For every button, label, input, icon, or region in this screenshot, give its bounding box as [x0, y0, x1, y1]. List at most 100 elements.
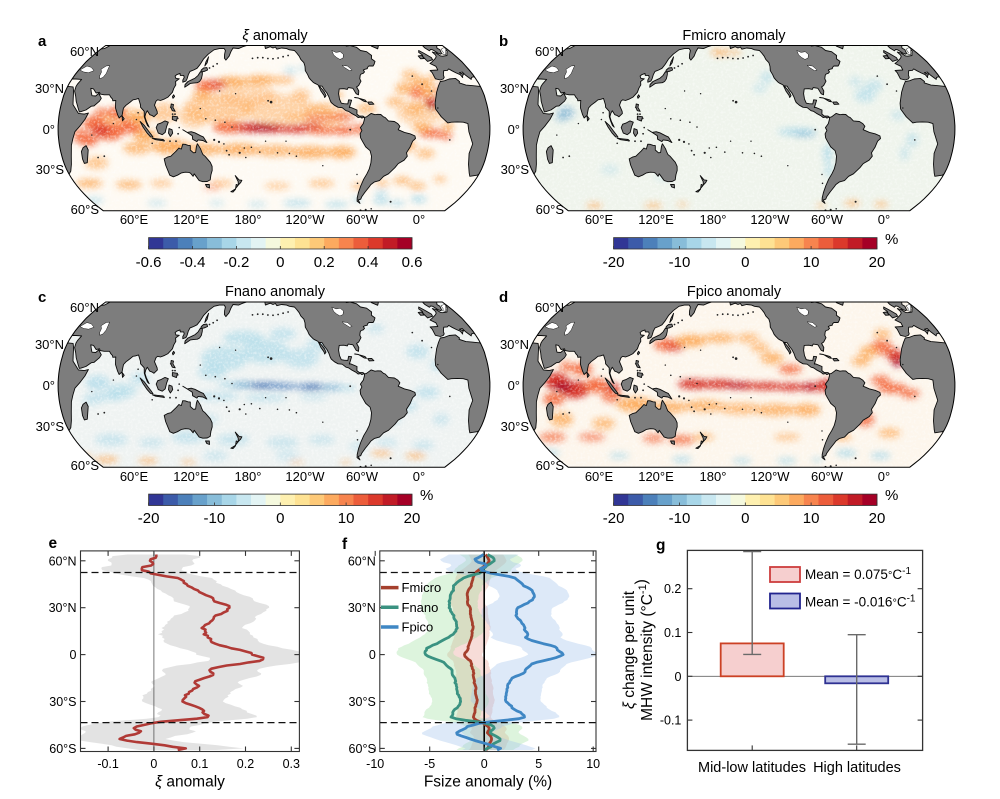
- svg-text:Fmicro: Fmicro: [402, 580, 442, 595]
- svg-text:-10: -10: [669, 510, 691, 527]
- svg-text:60°E: 60°E: [120, 469, 149, 484]
- svg-text:30°S: 30°S: [349, 695, 376, 709]
- svg-text:-5: -5: [424, 757, 435, 771]
- svg-text:30°N: 30°N: [500, 337, 529, 352]
- svg-text:180°: 180°: [700, 469, 727, 484]
- svg-text:Fnano: Fnano: [402, 600, 439, 615]
- svg-text:Fpico anomaly: Fpico anomaly: [687, 284, 782, 300]
- svg-text:b: b: [499, 33, 508, 50]
- svg-text:ξ anomaly: ξ anomaly: [155, 774, 225, 791]
- svg-text:60°S: 60°S: [536, 202, 565, 217]
- svg-text:a: a: [38, 33, 47, 50]
- svg-text:30°S: 30°S: [49, 695, 76, 709]
- svg-text:0.1: 0.1: [664, 626, 681, 640]
- svg-text:120°E: 120°E: [173, 469, 209, 484]
- svg-text:0.2: 0.2: [664, 582, 681, 596]
- svg-text:0: 0: [741, 510, 749, 527]
- svg-text:60°W: 60°W: [346, 212, 379, 227]
- svg-text:Fnano anomaly: Fnano anomaly: [225, 284, 326, 300]
- svg-text:f: f: [342, 536, 348, 553]
- svg-text:-0.2: -0.2: [223, 254, 249, 271]
- svg-text:10: 10: [338, 510, 355, 527]
- svg-text:120°W: 120°W: [285, 212, 325, 227]
- svg-text:0°: 0°: [878, 212, 890, 227]
- svg-text:%: %: [885, 487, 898, 504]
- svg-text:High latitudes: High latitudes: [813, 760, 901, 776]
- svg-text:-0.1: -0.1: [660, 714, 682, 728]
- svg-text:0°: 0°: [413, 212, 425, 227]
- svg-text:0: 0: [741, 254, 749, 271]
- svg-text:60°S: 60°S: [49, 742, 76, 756]
- svg-text:60°E: 60°E: [585, 212, 614, 227]
- svg-text:60°N: 60°N: [70, 44, 99, 59]
- svg-text:120°W: 120°W: [750, 212, 790, 227]
- svg-text:-20: -20: [603, 254, 625, 271]
- svg-text:60°S: 60°S: [71, 458, 100, 473]
- svg-text:20: 20: [404, 510, 421, 527]
- svg-text:0: 0: [276, 510, 284, 527]
- svg-text:60°N: 60°N: [70, 300, 99, 315]
- svg-text:c: c: [38, 289, 46, 306]
- svg-text:60°N: 60°N: [49, 554, 77, 568]
- svg-text:0: 0: [369, 648, 376, 662]
- svg-text:Mean = 0.075°C-1: Mean = 0.075°C-1: [805, 566, 911, 582]
- svg-text:120°W: 120°W: [750, 469, 790, 484]
- svg-text:60°S: 60°S: [349, 742, 376, 756]
- svg-text:0: 0: [674, 670, 681, 684]
- svg-text:ξ anomaly: ξ anomaly: [242, 28, 308, 44]
- svg-text:0°: 0°: [413, 469, 425, 484]
- svg-text:-0.1: -0.1: [97, 757, 119, 771]
- svg-text:Fpico: Fpico: [402, 620, 434, 635]
- svg-text:20: 20: [869, 510, 886, 527]
- svg-text:180°: 180°: [700, 212, 727, 227]
- svg-text:e: e: [49, 535, 58, 552]
- svg-text:30°S: 30°S: [501, 419, 530, 434]
- svg-text:180°: 180°: [235, 469, 262, 484]
- svg-text:-0.4: -0.4: [180, 254, 206, 271]
- svg-text:0: 0: [70, 648, 77, 662]
- svg-text:60°W: 60°W: [811, 212, 844, 227]
- svg-text:g: g: [656, 537, 665, 554]
- svg-text:0: 0: [481, 757, 488, 771]
- svg-text:d: d: [499, 289, 508, 306]
- svg-text:0.2: 0.2: [314, 254, 335, 271]
- svg-text:10: 10: [586, 757, 600, 771]
- svg-text:30°S: 30°S: [36, 162, 65, 177]
- svg-text:120°E: 120°E: [638, 212, 674, 227]
- svg-text:MHW intensity (°C-1): MHW intensity (°C-1): [633, 579, 656, 721]
- svg-text:30°N: 30°N: [35, 337, 64, 352]
- svg-text:0°: 0°: [43, 122, 55, 137]
- svg-text:30°S: 30°S: [501, 162, 530, 177]
- svg-text:60°N: 60°N: [535, 44, 564, 59]
- svg-text:60°S: 60°S: [536, 458, 565, 473]
- svg-text:20: 20: [869, 254, 886, 271]
- svg-text:60°E: 60°E: [585, 469, 614, 484]
- svg-text:60°W: 60°W: [811, 469, 844, 484]
- svg-text:0: 0: [276, 254, 284, 271]
- svg-text:Fmicro anomaly: Fmicro anomaly: [682, 28, 786, 44]
- svg-text:-10: -10: [366, 757, 384, 771]
- svg-text:10: 10: [803, 254, 820, 271]
- svg-text:60°W: 60°W: [346, 469, 379, 484]
- svg-text:30°N: 30°N: [35, 81, 64, 96]
- svg-text:-20: -20: [138, 510, 160, 527]
- svg-text:30°N: 30°N: [348, 601, 376, 615]
- svg-text:30°S: 30°S: [36, 419, 65, 434]
- svg-text:ξ change per unit: ξ change per unit: [621, 590, 638, 709]
- svg-text:Fsize anomaly (%): Fsize anomaly (%): [424, 774, 552, 791]
- svg-text:-10: -10: [204, 510, 226, 527]
- svg-text:-20: -20: [603, 510, 625, 527]
- svg-text:120°W: 120°W: [285, 469, 325, 484]
- svg-text:0°: 0°: [508, 378, 520, 393]
- svg-text:0: 0: [150, 757, 157, 771]
- svg-text:60°N: 60°N: [348, 554, 376, 568]
- svg-text:%: %: [885, 231, 898, 248]
- svg-text:0.4: 0.4: [358, 254, 379, 271]
- svg-text:120°E: 120°E: [173, 212, 209, 227]
- svg-text:0.6: 0.6: [402, 254, 423, 271]
- svg-text:-0.6: -0.6: [136, 254, 162, 271]
- svg-text:Mean = -0.016°C-1: Mean = -0.016°C-1: [805, 594, 916, 610]
- svg-text:0.3: 0.3: [283, 757, 300, 771]
- svg-text:30°N: 30°N: [500, 81, 529, 96]
- svg-text:10: 10: [803, 510, 820, 527]
